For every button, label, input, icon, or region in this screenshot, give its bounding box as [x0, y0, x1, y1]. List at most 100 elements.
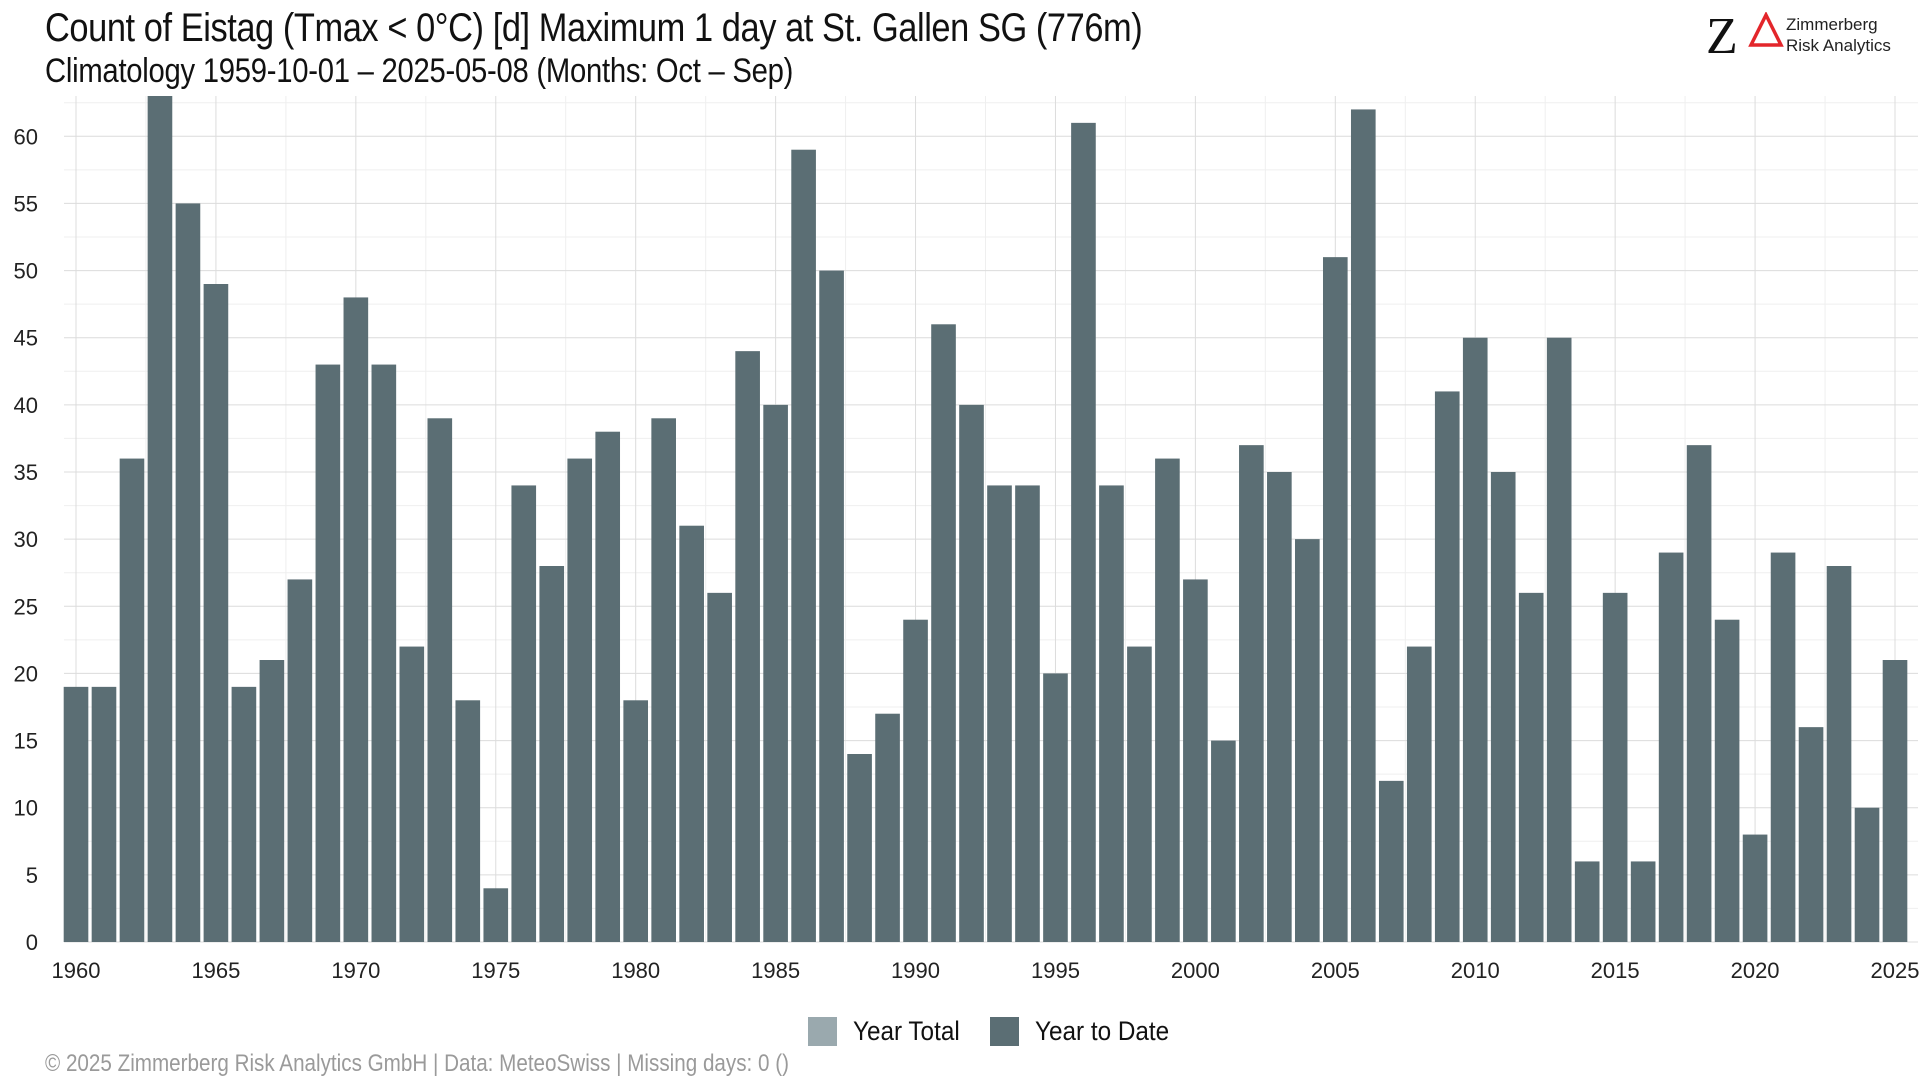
bar-1989 — [875, 713, 900, 942]
bars — [63, 96, 1908, 943]
delta-triangle — [1748, 12, 1784, 47]
bar-2011 — [1490, 472, 1516, 942]
chart-subtitle: Climatology 1959-10-01 – 2025-05-08 (Mon… — [45, 52, 794, 90]
chart-title: Count of Eistag (Tmax < 0°C) [d] Maximum… — [45, 6, 1143, 50]
x-tick-label: 2015 — [1591, 958, 1640, 983]
bar-1963 — [147, 96, 173, 942]
y-tick-label: 10 — [14, 796, 38, 821]
company-logo: Z Zimmerberg Risk Analytics — [1706, 10, 1906, 64]
bar-2010 — [1462, 337, 1488, 943]
bar-1985 — [763, 404, 788, 942]
bar-1965 — [203, 284, 229, 942]
y-tick-label: 40 — [14, 393, 38, 418]
bar-2007 — [1378, 780, 1404, 942]
y-axis-tick-labels: 0 5 10 15 20 25 30 35 40 45 50 55 60 — [14, 124, 38, 955]
bar-1964 — [175, 203, 201, 942]
y-tick-label: 30 — [14, 527, 38, 552]
bar-1997 — [1099, 485, 1124, 942]
bar-1986 — [791, 149, 816, 942]
bar-2014 — [1574, 861, 1600, 942]
bar-1991 — [931, 324, 956, 942]
bar-1993 — [987, 485, 1012, 942]
bar-1995 — [1043, 673, 1068, 942]
bar-1967 — [259, 660, 285, 942]
legend-label-year-total: Year Total — [853, 1015, 960, 1046]
y-tick-label: 60 — [14, 124, 38, 149]
bar-1982 — [679, 525, 704, 942]
bar-1987 — [819, 270, 844, 942]
bar-1960 — [63, 686, 89, 942]
bar-1974 — [455, 700, 481, 942]
bar-2020 — [1742, 834, 1768, 942]
bar-1996 — [1071, 122, 1096, 943]
legend-swatch-year-total — [808, 1016, 837, 1046]
bar-2008 — [1406, 646, 1432, 942]
bar-2022 — [1798, 727, 1824, 942]
bar-1979 — [595, 431, 621, 942]
y-tick-label: 55 — [14, 191, 38, 216]
bar-1992 — [959, 404, 984, 942]
bar-1961 — [91, 686, 117, 942]
bar-1975 — [483, 888, 509, 942]
bar-2005 — [1322, 257, 1348, 942]
x-tick-label: 2010 — [1451, 958, 1500, 983]
copyright-footer: © 2025 Zimmerberg Risk Analytics GmbH | … — [45, 1050, 789, 1077]
legend-item-year-to-date: Year to Date — [989, 1016, 1184, 1047]
bar-chart: 0 5 10 15 2025 30 35 40 45 50 55 60 1960 1965 1970 197… — [14, 96, 1920, 983]
bar-1980 — [623, 700, 649, 942]
bar-2018 — [1686, 445, 1712, 942]
bar-1977 — [539, 566, 565, 942]
x-tick-label: 2005 — [1311, 958, 1360, 983]
y-tick-label: 5 — [26, 863, 38, 888]
logo-text: Zimmerberg Risk Analytics — [1786, 14, 1891, 56]
bar-2021 — [1770, 552, 1796, 942]
x-tick-label: 1995 — [1031, 958, 1080, 983]
bar-1988 — [847, 754, 872, 942]
bar-2000 — [1183, 579, 1208, 942]
x-tick-label: 1960 — [52, 958, 101, 983]
bar-2025 — [1882, 660, 1908, 942]
x-tick-label: 1990 — [891, 958, 940, 983]
bar-1970 — [343, 297, 369, 942]
y-tick-label: 50 — [14, 259, 38, 284]
delta-logo-icon — [1748, 12, 1784, 47]
logo-line-1: Zimmerberg — [1786, 15, 1878, 34]
bar-1971 — [371, 364, 397, 942]
bar-2019 — [1714, 619, 1740, 942]
bar-2004 — [1295, 539, 1320, 942]
logo-line-2: Risk Analytics — [1786, 36, 1891, 55]
bar-2015 — [1602, 592, 1628, 942]
bar-1978 — [567, 458, 593, 942]
y-tick-label: 45 — [14, 326, 38, 351]
bar-1999 — [1155, 458, 1180, 942]
x-tick-label: 2025 — [1871, 958, 1920, 983]
x-tick-label: 1985 — [751, 958, 800, 983]
bar-1984 — [735, 351, 760, 942]
bar-1973 — [427, 418, 453, 942]
x-tick-label: 2000 — [1171, 958, 1220, 983]
bar-1976 — [511, 485, 537, 942]
y-tick-label: 25 — [14, 594, 38, 619]
x-tick-label: 2020 — [1731, 958, 1780, 983]
x-tick-label: 1975 — [471, 958, 520, 983]
bar-1994 — [1015, 485, 1040, 942]
y-tick-label: 35 — [14, 460, 38, 485]
x-tick-label: 1970 — [331, 958, 380, 983]
x-tick-label: 1965 — [191, 958, 240, 983]
bar-1969 — [315, 364, 341, 942]
bar-1981 — [651, 418, 676, 942]
bar-2012 — [1518, 592, 1544, 942]
bar-2001 — [1211, 740, 1236, 942]
bar-2017 — [1658, 552, 1684, 942]
bar-1990 — [903, 619, 928, 942]
legend: Year Total Year to Date — [808, 1015, 1202, 1047]
bar-2002 — [1239, 445, 1264, 942]
y-tick-label: 15 — [14, 729, 38, 754]
y-tick-label: 0 — [26, 930, 38, 955]
bar-1972 — [399, 646, 425, 942]
bar-2024 — [1854, 807, 1880, 942]
legend-item-year-total: Year Total — [808, 1016, 972, 1047]
legend-swatch-year-to-date — [989, 1016, 1019, 1046]
bar-1968 — [287, 579, 313, 942]
bar-2003 — [1267, 472, 1292, 942]
